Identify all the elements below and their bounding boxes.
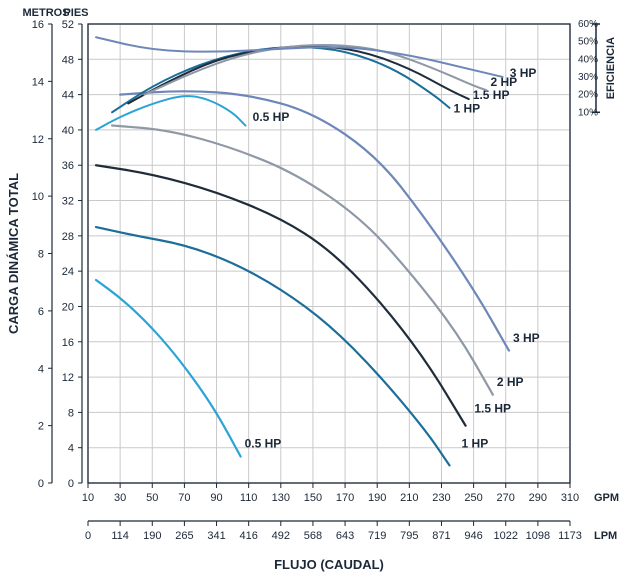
y-tick-pies: 0 bbox=[68, 478, 74, 490]
curve-label: 0.5 HP bbox=[253, 110, 290, 124]
x-tick-lpm: 568 bbox=[304, 530, 322, 542]
y-tick-metros: 16 bbox=[32, 19, 44, 31]
y-tick-pies: 8 bbox=[68, 407, 74, 419]
x-tick-gpm: 110 bbox=[240, 492, 258, 504]
eff-tick: 40% bbox=[578, 54, 598, 65]
curve-label: 1 HP bbox=[462, 437, 489, 451]
x-tick-lpm: 114 bbox=[111, 530, 129, 542]
x-tick-gpm: 290 bbox=[529, 492, 547, 504]
x-tick-lpm: 341 bbox=[207, 530, 225, 542]
y-tick-pies: 28 bbox=[62, 231, 74, 243]
y-axis-title: CARGA DINÁMICA TOTAL bbox=[6, 173, 21, 334]
y-tick-metros: 2 bbox=[38, 421, 44, 433]
x-tick-lpm: 1173 bbox=[558, 530, 582, 542]
eff-tick: 30% bbox=[578, 72, 598, 83]
x-tick-lpm: 0 bbox=[85, 530, 91, 542]
x-tick-gpm: 170 bbox=[336, 492, 354, 504]
x-tick-gpm: 10 bbox=[82, 492, 94, 504]
curve-label: 1 HP bbox=[454, 101, 481, 115]
y-header-pies: PIES bbox=[63, 7, 88, 19]
x-tick-lpm: 643 bbox=[336, 530, 354, 542]
y-tick-metros: 12 bbox=[32, 134, 44, 146]
y-tick-pies: 44 bbox=[62, 90, 74, 102]
x-tick-lpm: 1098 bbox=[526, 530, 550, 542]
eff-tick: 60% bbox=[578, 19, 598, 30]
y-tick-pies: 16 bbox=[62, 337, 74, 349]
x-tick-gpm: 250 bbox=[464, 492, 482, 504]
x-tick-lpm: 719 bbox=[368, 530, 386, 542]
eff-tick: 50% bbox=[578, 37, 598, 48]
x-unit-lpm: LPM bbox=[594, 530, 617, 542]
y-tick-pies: 48 bbox=[62, 54, 74, 66]
eff-tick: 10% bbox=[578, 107, 598, 118]
x-tick-gpm: 30 bbox=[114, 492, 126, 504]
y-tick-pies: 24 bbox=[62, 266, 74, 278]
x-unit-gpm: GPM bbox=[594, 492, 619, 504]
y-tick-metros: 0 bbox=[38, 478, 44, 490]
x-tick-gpm: 310 bbox=[561, 492, 579, 504]
curve-label: 3 HP bbox=[510, 66, 537, 80]
y-tick-metros: 14 bbox=[32, 76, 44, 88]
x-tick-lpm: 795 bbox=[400, 530, 418, 542]
y-tick-metros: 10 bbox=[32, 191, 44, 203]
x-tick-gpm: 270 bbox=[497, 492, 515, 504]
x-tick-gpm: 130 bbox=[272, 492, 290, 504]
curve-label: 1.5 HP bbox=[473, 88, 510, 102]
x-tick-gpm: 90 bbox=[210, 492, 222, 504]
x-tick-lpm: 871 bbox=[432, 530, 450, 542]
curve-label: 2 HP bbox=[497, 375, 524, 389]
x-tick-lpm: 1022 bbox=[493, 530, 517, 542]
eff-axis-title: EFICIENCIA bbox=[605, 37, 617, 99]
y-tick-pies: 20 bbox=[62, 301, 74, 313]
y-tick-metros: 8 bbox=[38, 249, 44, 261]
y-tick-pies: 32 bbox=[62, 196, 74, 208]
x-tick-lpm: 416 bbox=[239, 530, 257, 542]
y-tick-pies: 40 bbox=[62, 125, 74, 137]
y-tick-metros: 4 bbox=[38, 363, 44, 375]
x-tick-lpm: 492 bbox=[272, 530, 290, 542]
curve-label: 0.5 HP bbox=[245, 437, 282, 451]
x-tick-lpm: 190 bbox=[143, 530, 161, 542]
curve-label: 3 HP bbox=[513, 331, 540, 345]
pump-curve-chart: 1030507090110130150170190210230250270290… bbox=[0, 0, 630, 583]
x-axis-title: FLUJO (CAUDAL) bbox=[274, 557, 384, 572]
x-tick-gpm: 230 bbox=[432, 492, 450, 504]
x-tick-lpm: 946 bbox=[464, 530, 482, 542]
y-tick-pies: 52 bbox=[62, 19, 74, 31]
y-tick-pies: 12 bbox=[62, 372, 74, 384]
y-tick-metros: 6 bbox=[38, 306, 44, 318]
x-tick-gpm: 50 bbox=[146, 492, 158, 504]
curve-label: 1.5 HP bbox=[474, 401, 511, 415]
x-tick-gpm: 150 bbox=[304, 492, 322, 504]
x-tick-lpm: 265 bbox=[175, 530, 193, 542]
y-tick-pies: 4 bbox=[68, 443, 74, 455]
y-tick-pies: 36 bbox=[62, 160, 74, 172]
x-tick-gpm: 190 bbox=[368, 492, 386, 504]
x-tick-gpm: 210 bbox=[400, 492, 418, 504]
eff-tick: 20% bbox=[578, 90, 598, 101]
x-tick-gpm: 70 bbox=[178, 492, 190, 504]
